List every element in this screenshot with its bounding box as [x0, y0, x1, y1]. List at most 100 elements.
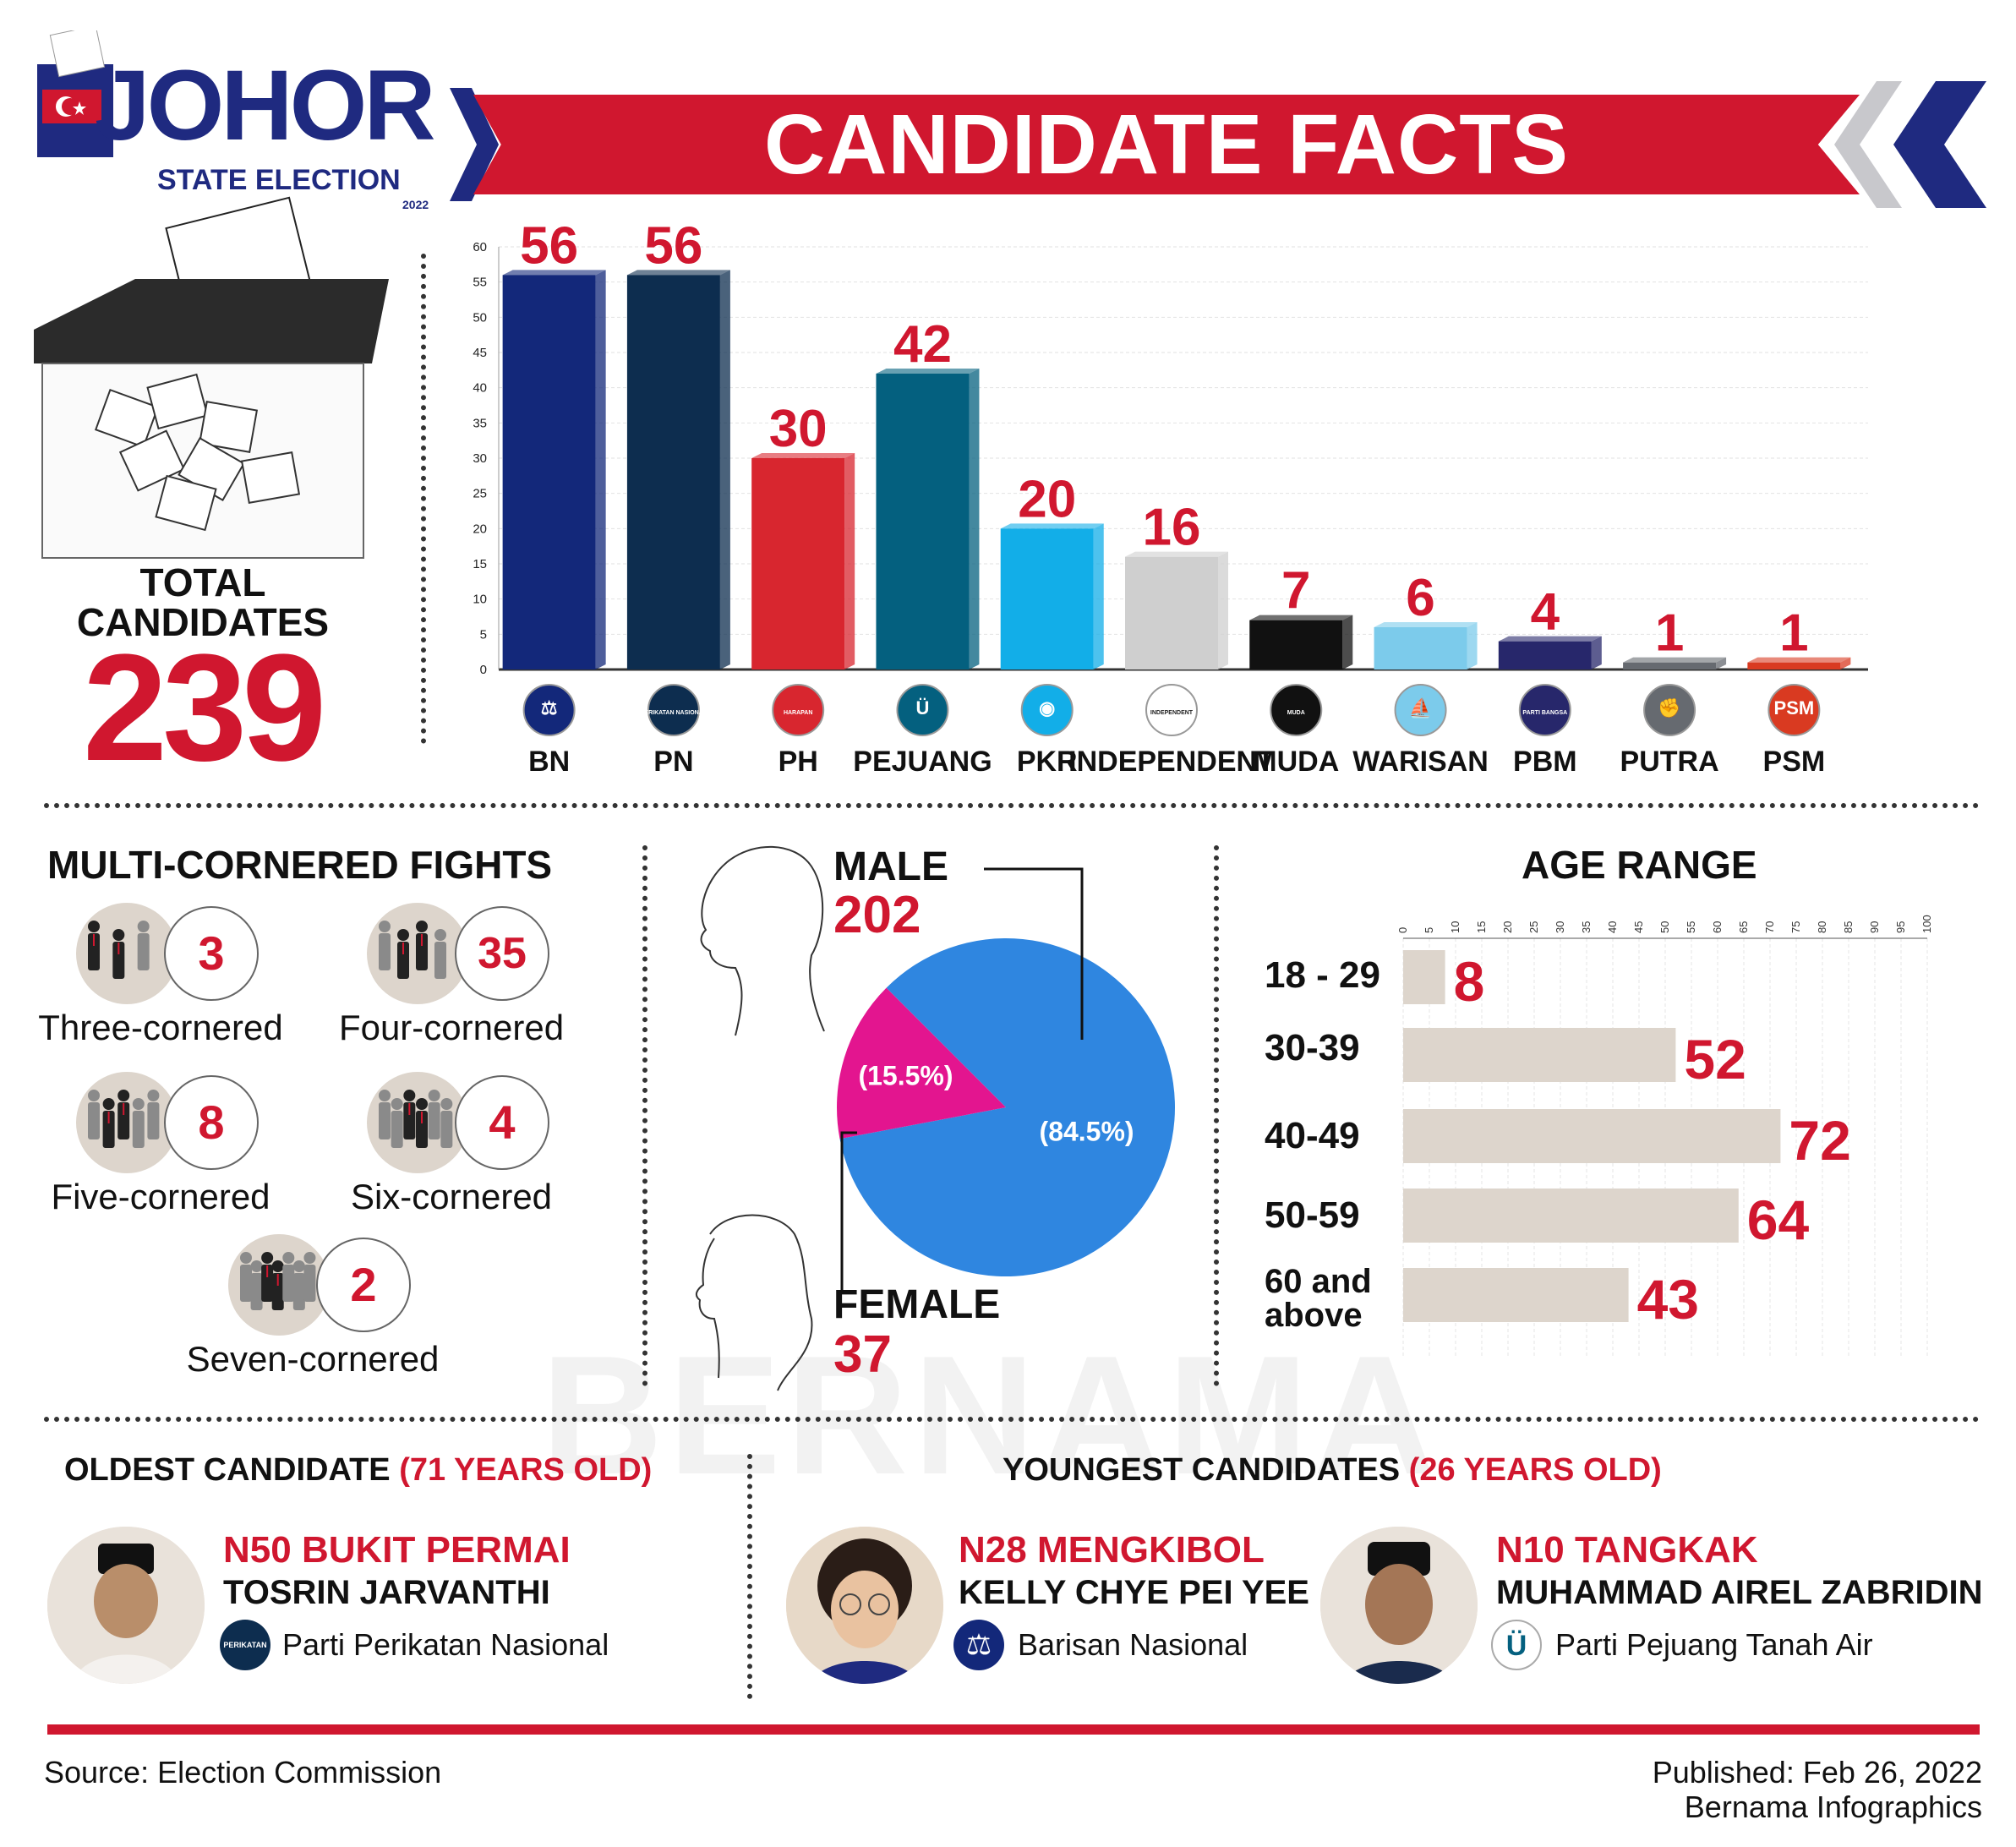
age-axis-tick: 25 — [1527, 921, 1540, 933]
age-label-30-39: 30-39 — [1265, 1027, 1360, 1068]
party-bar-value: 42 — [893, 315, 952, 374]
age-bar-value: 8 — [1454, 950, 1485, 1013]
age-axis-tick: 95 — [1894, 921, 1907, 933]
party-bar — [1249, 620, 1343, 669]
party-bar — [1747, 662, 1841, 669]
pejuang-logo-icon: Ü — [1491, 1620, 1542, 1670]
party-bar — [626, 275, 720, 669]
party-axis-tick: 25 — [473, 487, 487, 501]
party-bar — [1374, 627, 1467, 669]
fights-title: MULTI-CORNERED FIGHTS — [47, 843, 553, 887]
party-logo-text: PARTI BANGSA — [1522, 710, 1567, 716]
divider-vertical-bottom — [747, 1454, 752, 1699]
pie-percent-label: (84.5%) — [1040, 1116, 1134, 1146]
oldest-title-main: OLDEST CANDIDATE — [64, 1452, 391, 1488]
ballot-logo-icon — [29, 25, 139, 166]
age-axis-tick: 40 — [1606, 921, 1619, 933]
party-axis-tick: 15 — [473, 557, 487, 571]
party-bar-top — [1125, 551, 1228, 557]
age-axis-tick: 20 — [1501, 921, 1514, 933]
party-bar — [876, 374, 970, 669]
total-candidates-label: TOTAL CANDIDATES — [51, 563, 355, 642]
oldest-title-age: (71 YEARS OLD) — [399, 1452, 653, 1488]
fight-item: 8 Five-cornered — [34, 1072, 338, 1224]
fight-count: 35 — [455, 906, 549, 1001]
age-axis-tick: 85 — [1842, 921, 1855, 933]
party-axis-tick: 10 — [473, 593, 487, 607]
party-logo-icon: PARTI BANGSA — [1518, 684, 1571, 736]
youngest-2-portrait — [1320, 1527, 1478, 1684]
age-axis-tick: 5 — [1423, 927, 1435, 933]
party-category-label: WARISAN — [1352, 746, 1489, 778]
page-title: CANDIDATE FACTS — [763, 97, 1569, 192]
youngest-2-seat: N10 TANGKAK — [1496, 1529, 1758, 1571]
age-axis-tick: 0 — [1396, 927, 1409, 933]
fight-label: Six-cornered — [350, 1177, 553, 1216]
party-bar-side — [844, 453, 855, 669]
age-bar-value: 72 — [1789, 1109, 1850, 1172]
footer-red-rule — [47, 1724, 1980, 1735]
total-label-line2: CANDIDATES — [76, 599, 330, 644]
male-label: MALE — [833, 844, 948, 889]
female-value: 37 — [833, 1325, 892, 1384]
party-bar-side — [595, 270, 606, 669]
party-bar-side — [1093, 523, 1104, 669]
age-bar — [1403, 1109, 1781, 1163]
age-bar-value: 43 — [1637, 1268, 1699, 1331]
age-axis-tick: 55 — [1685, 921, 1697, 933]
party-axis-tick: 0 — [480, 663, 487, 677]
party-logo-icon: HARAPAN — [772, 684, 825, 736]
male-value: 202 — [833, 886, 921, 944]
party-logo-text: INDEPENDENT — [1150, 710, 1194, 716]
footer-credit: Bernama Infographics — [1684, 1790, 1982, 1825]
age-label-60-above: 60 and above — [1265, 1265, 1372, 1332]
party-category-label: PKR — [1017, 746, 1078, 778]
party-axis-tick: 30 — [473, 451, 487, 466]
party-bar-top — [502, 270, 606, 276]
age-bar-value: 64 — [1747, 1189, 1810, 1251]
age-axis-tick: 30 — [1554, 921, 1566, 933]
total-label-line1: TOTAL — [139, 560, 266, 604]
party-category-label: PH — [779, 746, 818, 778]
party-bar-value: 56 — [644, 221, 702, 275]
youngest-2-party: Parti Pejuang Tanah Air — [1555, 1627, 1873, 1662]
pie-percent-label: (15.5%) — [858, 1060, 953, 1090]
party-bar-top — [876, 369, 980, 374]
party-axis-tick: 35 — [473, 416, 487, 430]
candidates-group-icon — [367, 903, 468, 1004]
watermark: BERNAMA — [541, 1321, 1441, 1510]
party-logo-text: Ü — [916, 697, 930, 719]
fight-item: 3 Three-cornered — [34, 903, 338, 1055]
fight-label: Three-cornered — [38, 1008, 283, 1047]
party-logo-text: HARAPAN — [784, 710, 812, 716]
fight-item: 4 Six-cornered — [325, 1072, 629, 1224]
party-bar-side — [1716, 657, 1727, 669]
fight-item: 2 Seven-cornered — [186, 1234, 490, 1386]
party-bar-top — [1498, 636, 1602, 642]
perikatan-logo-text: PERIKATAN NASIONAL — [223, 1641, 267, 1700]
oldest-title: OLDEST CANDIDATE (71 YEARS OLD) — [64, 1452, 652, 1489]
party-bar-top — [1374, 622, 1478, 627]
party-bar-top — [1249, 615, 1353, 620]
party-bar-value: 56 — [520, 221, 578, 275]
youngest-1-portrait — [786, 1527, 943, 1684]
bn-logo-icon: ⚖ — [953, 1620, 1004, 1670]
party-logo-icon: ◉ — [1020, 684, 1074, 736]
party-category-label: PUTRA — [1620, 746, 1719, 778]
party-bar-side — [1218, 551, 1228, 669]
party-bar-side — [969, 369, 980, 669]
party-category-label: INDEPENDENT — [1068, 746, 1275, 778]
party-axis-tick: 40 — [473, 381, 487, 396]
party-logo-text: ⚖ — [541, 697, 558, 719]
age-axis-tick: 90 — [1868, 921, 1881, 933]
age-bar — [1403, 1268, 1629, 1322]
fight-label: Four-cornered — [338, 1008, 565, 1047]
youngest-title-age: (26 YEARS OLD) — [1408, 1452, 1662, 1488]
party-bar-value: 16 — [1143, 499, 1201, 557]
age-axis-tick: 100 — [1920, 915, 1933, 933]
party-bar-chart: 0 5 10 15 20 25 30 35 40 45 50 55 60 56 ⚖ BN 56 PERIKATAN… — [473, 221, 1868, 778]
divider-horizontal-2 — [44, 1417, 1980, 1422]
fight-count: 3 — [164, 906, 259, 1001]
party-bar-side — [1591, 636, 1602, 669]
youngest-1-party: Barisan Nasional — [1018, 1627, 1248, 1662]
